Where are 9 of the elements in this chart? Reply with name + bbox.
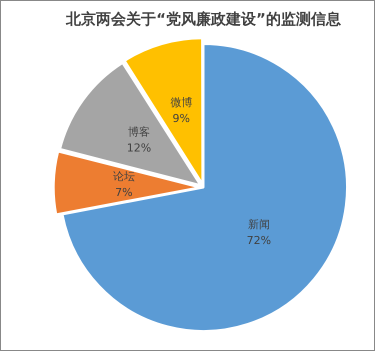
slice-label: 新闻	[248, 218, 270, 232]
data-label: 72%	[246, 234, 272, 248]
slice-label: 博客	[128, 125, 150, 138]
chart-title: 北京两会关于“党风廉政建设”的监测信息	[65, 10, 342, 28]
slice-label: 微博	[170, 96, 192, 109]
data-label: 9%	[172, 112, 190, 125]
data-label: 12%	[126, 141, 152, 154]
slice-label: 论坛	[112, 170, 135, 183]
data-label: 7%	[115, 186, 133, 199]
